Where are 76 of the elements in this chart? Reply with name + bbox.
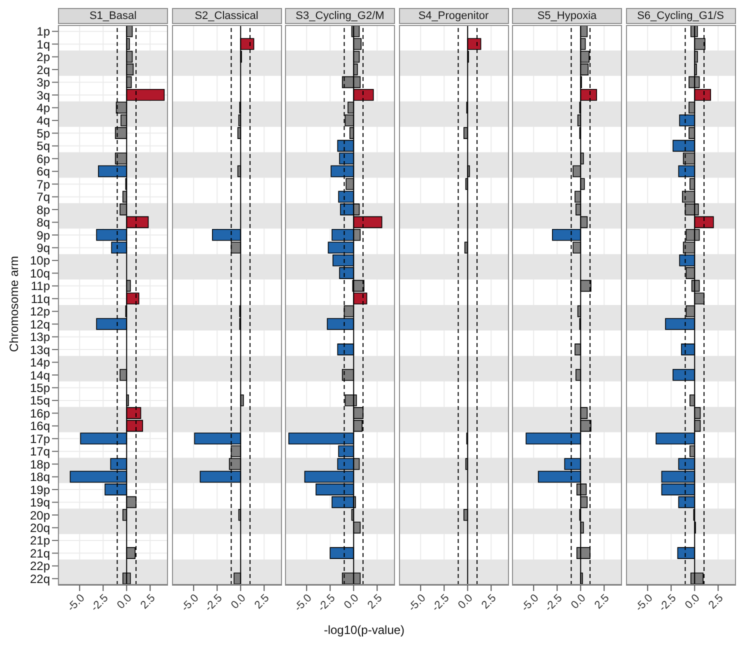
y-tick-label: 17q [30,444,50,459]
x-tick-label: 0.0 [682,592,702,612]
chart-title: S4_Progenitor [398,8,508,24]
x-tick-label: -5.0 [519,592,542,614]
y-tick-label: 11p [30,279,50,294]
y-tick-label: 5p [36,126,50,140]
y-tick-label: 7p [36,177,50,192]
x-tick-label: -2.5 [656,592,678,614]
y-tick-label: 9p [36,228,50,242]
y-tick-label: 3q [36,88,50,102]
y-tick-label: 22q [30,572,50,586]
x-axis-title: -log10(p-value) [322,623,406,637]
chart-title: S3_Cycling_G2/M [285,8,395,24]
y-tick-label: 10q [30,266,50,280]
y-tick-label: 14p [30,356,50,370]
x-tick-label: -2.5 [316,592,338,614]
x-tick-label: -5.0 [292,592,314,614]
y-tick-label: 21p [30,534,50,548]
chart-title: S1_Basal [58,8,168,24]
x-tick-label: 2.5 [138,592,158,612]
y-axis-title: Chromosome arm [7,256,21,352]
y-tick-label: 22p [30,559,50,574]
x-tick-label: 2.5 [592,592,612,612]
x-tick-label: -5.0 [178,592,201,614]
y-tick-label: 12p [30,304,50,319]
x-tick-label: 0.0 [114,592,134,612]
x-tick-label: -2.5 [202,592,224,614]
x-tick-label: 0.0 [342,592,362,612]
y-tick-label: 19q [30,496,50,510]
x-tick-label: -5.0 [406,592,428,614]
y-tick-label: 4p [36,100,50,115]
y-tick-label: 19p [30,482,50,497]
x-tick-label: 2.5 [478,592,498,612]
y-tick-label: 20p [30,508,50,522]
y-tick-label: 6p [36,152,50,166]
y-tick-label: 16p [30,406,50,420]
y-tick-label: 13p [30,330,50,344]
x-tick-label: 2.5 [365,592,385,612]
y-tick-label: 18p [30,457,50,472]
y-tick-label: 8q [36,216,50,230]
x-tick-label: -5.0 [65,592,88,614]
y-tick-label: 6q [36,164,50,179]
y-tick-label: 14q [30,368,50,382]
y-tick-label: 4q [36,114,50,128]
y-tick-label: 3p [36,76,50,90]
y-tick-label: 7q [36,190,50,204]
chart-title: S6_Cycling_G1/S [626,8,736,24]
y-tick-label: 18q [30,470,50,484]
y-tick-label: 2p [36,50,50,64]
y-tick-label: 1q [36,37,50,52]
x-tick-label: 0.0 [568,592,588,612]
x-tick-label: 2.5 [706,592,726,612]
y-tick-label: 10p [30,254,50,268]
x-tick-label: 0.0 [228,592,248,612]
chart-title: S2_Classical [172,8,282,24]
y-tick-label: 8p [36,202,50,217]
y-tick-label: 17p [30,432,50,446]
y-tick-label: 9q [36,240,50,255]
y-tick-label: 2q [36,62,50,77]
x-tick-label: -5.0 [632,592,655,614]
y-tick-label: 15p [30,380,50,395]
x-tick-label: -2.5 [542,592,565,614]
y-tick-label: 21q [30,546,50,560]
y-tick-label: 1p [36,24,50,39]
y-tick-label: 20q [30,520,50,535]
x-tick-label: 0.0 [455,592,475,612]
chart-title: S5_Hypoxia [512,8,622,24]
y-tick-label: 11q [30,292,50,306]
x-tick-label: -2.5 [429,592,452,614]
y-tick-label: 12q [30,317,50,332]
y-tick-label: 15q [30,394,50,408]
y-tick-label: 5q [36,139,50,154]
y-tick-label: 16q [30,419,50,434]
x-tick-label: 2.5 [252,592,272,612]
y-tick-label: 13q [30,342,50,357]
x-tick-label: -2.5 [88,592,111,614]
